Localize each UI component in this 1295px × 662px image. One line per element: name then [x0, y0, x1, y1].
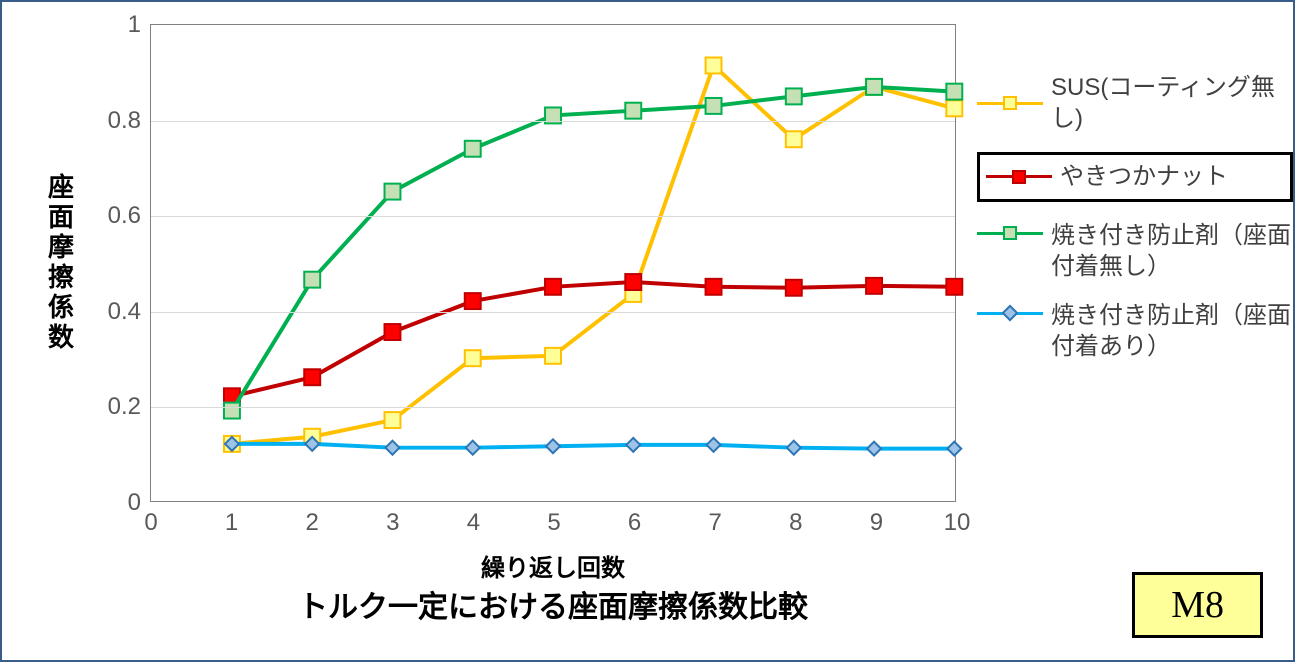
- series-marker-anti_seize_with_surface: [867, 442, 881, 456]
- x-tick-label: 9: [870, 501, 883, 537]
- series-marker-anti_seize_with_surface: [386, 441, 400, 455]
- y-tick-label: 0.2: [108, 393, 151, 421]
- legend-label: 焼き付き防止剤（座面付着あり）: [1051, 300, 1291, 362]
- series-marker-yakitsuka: [465, 293, 481, 309]
- series-marker-anti_seize_no_surface: [625, 103, 641, 119]
- legend-line-icon: [977, 312, 1043, 315]
- series-marker-anti_seize_no_surface: [224, 403, 240, 419]
- series-marker-sus: [786, 131, 802, 147]
- gridline: [151, 407, 955, 408]
- legend-marker-icon: [1012, 170, 1026, 184]
- legend-item-sus: SUS(コーティング無し): [977, 72, 1293, 134]
- series-marker-sus: [706, 57, 722, 73]
- x-tick-label: 7: [709, 501, 722, 537]
- series-line-anti_seize_with_surface: [232, 444, 954, 449]
- series-marker-yakitsuka: [385, 324, 401, 340]
- x-tick-label: 4: [467, 501, 480, 537]
- x-tick-label: 2: [306, 501, 319, 537]
- legend-marker-icon: [1003, 226, 1017, 240]
- x-tick-label: 1: [225, 501, 238, 537]
- series-marker-sus: [465, 350, 481, 366]
- plot-area: 00.20.40.60.81012345678910: [150, 24, 956, 502]
- y-tick-label: 0.6: [108, 202, 151, 230]
- chart-container: 座面摩擦係数 00.20.40.60.81012345678910 繰り返し回数…: [0, 0, 1295, 662]
- series-marker-sus: [545, 348, 561, 364]
- y-axis-title: 座面摩擦係数: [42, 173, 79, 353]
- series-marker-anti_seize_with_surface: [546, 439, 560, 453]
- legend-item-anti_seize_with_surface: 焼き付き防止剤（座面付着あり）: [977, 300, 1293, 362]
- series-marker-anti_seize_no_surface: [786, 88, 802, 104]
- legend-label: 焼き付き防止剤（座面付着無し）: [1051, 220, 1291, 282]
- legend-item-anti_seize_no_surface: 焼き付き防止剤（座面付着無し）: [977, 220, 1293, 282]
- series-marker-anti_seize_with_surface: [626, 438, 640, 452]
- series-marker-anti_seize_no_surface: [465, 141, 481, 157]
- series-marker-anti_seize_with_surface: [787, 441, 801, 455]
- gridline: [151, 216, 955, 217]
- series-marker-sus: [385, 412, 401, 428]
- legend-line-icon: [986, 175, 1052, 178]
- legend-line-icon: [977, 102, 1043, 105]
- series-marker-anti_seize_no_surface: [946, 84, 962, 100]
- series-marker-anti_seize_with_surface: [707, 438, 721, 452]
- series-marker-yakitsuka: [545, 279, 561, 295]
- series-marker-anti_seize_no_surface: [385, 184, 401, 200]
- y-tick-label: 1: [128, 11, 151, 39]
- legend-marker-icon: [1002, 305, 1019, 322]
- series-marker-yakitsuka: [625, 274, 641, 290]
- legend-label: SUS(コーティング無し): [1051, 72, 1293, 134]
- legend-marker-icon: [1003, 96, 1017, 110]
- legend-label: やきつかナット: [1060, 161, 1228, 192]
- series-line-yakitsuka: [232, 282, 954, 396]
- series-marker-anti_seize_no_surface: [706, 98, 722, 114]
- legend-item-yakitsuka: やきつかナット: [977, 152, 1293, 201]
- x-tick-label: 6: [628, 501, 641, 537]
- x-tick-label: 8: [789, 501, 802, 537]
- y-tick-label: 0.4: [108, 298, 151, 326]
- x-axis-title: 繰り返し回数: [481, 548, 625, 583]
- gridline: [151, 121, 955, 122]
- series-marker-yakitsuka: [304, 369, 320, 385]
- series-marker-anti_seize_with_surface: [466, 441, 480, 455]
- x-tick-label: 10: [944, 501, 971, 537]
- gridline: [151, 312, 955, 313]
- y-tick-label: 0.8: [108, 107, 151, 135]
- legend: SUS(コーティング無し) やきつかナット焼き付き防止剤（座面付着無し） 焼き付き防…: [977, 72, 1293, 380]
- series-marker-yakitsuka: [946, 279, 962, 295]
- chart-title: トルク一定における座面摩擦係数比較: [298, 582, 808, 626]
- series-marker-anti_seize_with_surface: [947, 442, 961, 456]
- size-badge: M8: [1132, 572, 1263, 638]
- series-marker-anti_seize_no_surface: [304, 272, 320, 288]
- series-line-sus: [232, 65, 954, 443]
- series-marker-sus: [946, 100, 962, 116]
- x-tick-label: 5: [547, 501, 560, 537]
- series-marker-yakitsuka: [866, 278, 882, 294]
- legend-line-icon: [977, 232, 1043, 235]
- series-marker-yakitsuka: [786, 280, 802, 296]
- chart-lines: [151, 25, 955, 501]
- x-tick-label: 3: [386, 501, 399, 537]
- series-marker-anti_seize_no_surface: [866, 79, 882, 95]
- x-tick-label: 0: [144, 501, 157, 537]
- series-marker-yakitsuka: [706, 279, 722, 295]
